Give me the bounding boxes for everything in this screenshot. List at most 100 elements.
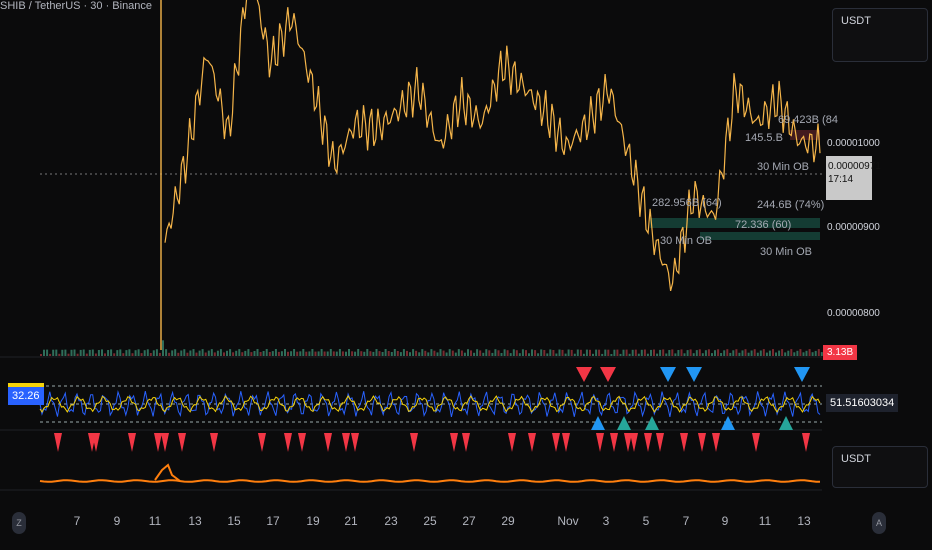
sell-signal-marker <box>342 433 350 452</box>
volume-bar <box>97 350 100 356</box>
volume-bar <box>625 349 628 356</box>
volume-bar <box>528 353 530 356</box>
volume-bar <box>454 352 457 356</box>
volume-bar <box>247 349 250 356</box>
volume-bar <box>390 352 393 356</box>
volume-bar <box>320 349 323 356</box>
volume-bar <box>229 349 232 356</box>
auto-scale-button[interactable]: A <box>872 512 886 534</box>
zoom-button[interactable]: Z <box>12 512 26 534</box>
volume-bar <box>808 349 811 356</box>
volume-bar <box>750 350 753 356</box>
volume-bar <box>216 350 219 356</box>
volume-bar <box>717 349 720 356</box>
volume-bar <box>177 352 180 356</box>
volume-bar <box>817 349 820 356</box>
volume-bar <box>631 349 634 356</box>
volume-bar <box>412 349 415 356</box>
volume-bar <box>756 352 759 356</box>
volume-bar <box>488 350 491 356</box>
volume-bar <box>589 349 591 356</box>
time-tick-label: 3 <box>602 514 610 528</box>
volume-bar <box>784 352 787 356</box>
volume-bar <box>460 350 463 356</box>
volume-bar <box>219 349 222 356</box>
volume-bar <box>534 350 537 356</box>
volume-bar <box>531 349 533 356</box>
volume-bar <box>714 350 716 356</box>
volume-bar <box>158 352 161 356</box>
currency-selector-top[interactable]: USDT <box>832 8 928 62</box>
volume-bar <box>451 350 454 356</box>
volume-bar <box>674 353 677 356</box>
volume-bar <box>280 351 283 356</box>
volume-bar <box>351 351 354 356</box>
top-signal-marker <box>576 367 592 382</box>
volume-bar <box>363 351 366 356</box>
volume-bar <box>747 352 750 356</box>
sell-signal-marker <box>92 433 100 452</box>
volume-bar <box>107 350 110 356</box>
time-tick-label: 17 <box>266 514 280 528</box>
order-block-box <box>700 232 820 240</box>
currency-selector-bottom[interactable]: USDT <box>832 446 928 488</box>
bottom-spike <box>154 463 181 482</box>
volume-bar <box>720 353 723 356</box>
volume-bar <box>768 350 771 356</box>
sell-signal-marker <box>351 433 359 452</box>
volume-bar <box>171 350 174 356</box>
volume-bar <box>70 349 73 356</box>
time-tick-label: 27 <box>462 514 476 528</box>
volume-bar <box>399 352 402 356</box>
volume-bar <box>482 352 485 356</box>
time-tick-label: 13 <box>188 514 202 528</box>
volume-bar <box>457 349 460 356</box>
volume-bar <box>110 349 113 356</box>
volume-bar <box>677 350 680 356</box>
time-tick-label: 25 <box>423 514 437 528</box>
volume-bar <box>646 353 649 356</box>
top-signal-marker <box>600 367 616 382</box>
volume-bar <box>473 352 476 356</box>
volume-bar <box>671 349 674 356</box>
volume-bar <box>738 352 741 356</box>
sell-signal-marker <box>630 433 638 452</box>
annotation: 30 Min OB <box>660 235 712 247</box>
volume-bar <box>104 353 106 356</box>
volume-bar <box>210 349 213 356</box>
time-tick-label: 11 <box>758 514 772 528</box>
volume-bar <box>101 349 103 356</box>
volume-bar <box>332 351 335 356</box>
volume-bar <box>259 352 262 356</box>
order-block-box <box>650 218 820 228</box>
sell-signal-marker <box>450 433 458 452</box>
volume-bar <box>317 351 320 356</box>
volume-bar <box>296 351 299 356</box>
order-block-box <box>790 130 820 140</box>
volume-bar <box>775 352 777 356</box>
volume-bar <box>302 349 305 356</box>
bottom-indicator-line <box>39 479 821 483</box>
volume-bar <box>692 353 695 356</box>
sell-signal-marker <box>596 433 604 452</box>
buy-signal-marker <box>721 416 735 430</box>
volume-bar <box>436 352 439 356</box>
volume-bar <box>345 351 347 356</box>
volume-bar <box>119 349 122 356</box>
sell-signal-marker <box>284 433 292 452</box>
volume-bar <box>796 350 799 356</box>
volume-bar <box>186 352 189 356</box>
volume-bar <box>665 353 668 356</box>
volume-bar <box>128 349 131 356</box>
sell-signal-marker <box>508 433 516 452</box>
time-tick-label: 23 <box>384 514 398 528</box>
buy-signal-marker <box>591 416 605 430</box>
volume-bar <box>94 353 97 356</box>
volume-bar <box>463 352 466 356</box>
volume-bar <box>207 350 210 356</box>
volume-bar <box>375 349 378 356</box>
time-tick-label: 15 <box>227 514 241 528</box>
volume-bar <box>683 353 686 356</box>
sell-signal-marker <box>258 433 266 452</box>
